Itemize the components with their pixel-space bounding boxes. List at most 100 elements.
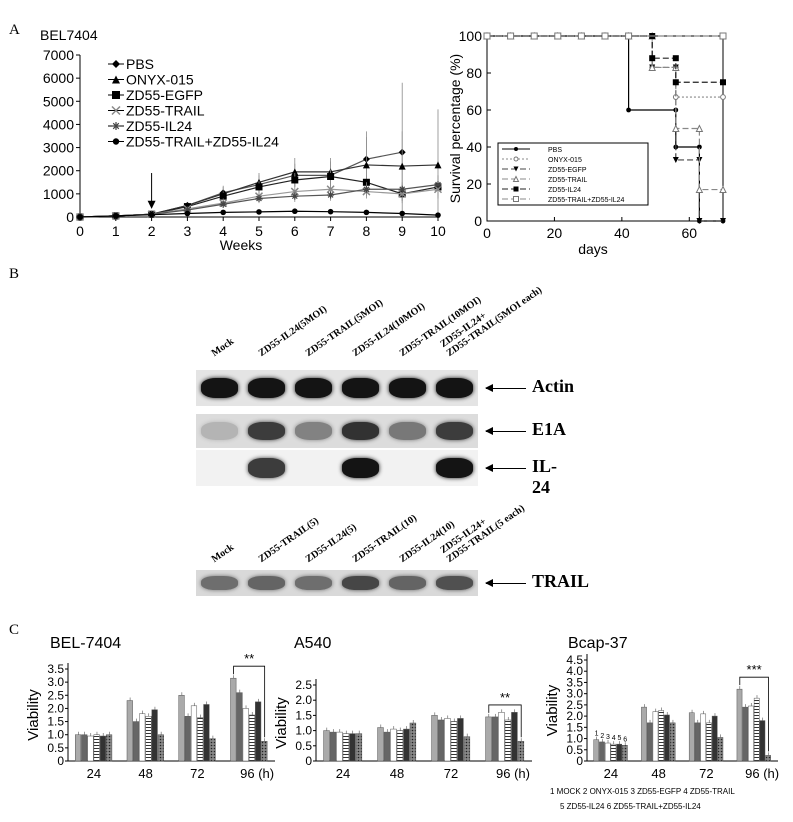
y-tick-label: 0 bbox=[57, 754, 64, 768]
y-tick-label: 0.5 bbox=[566, 743, 583, 757]
blot-band bbox=[295, 575, 332, 591]
blot-band bbox=[342, 575, 379, 591]
x-tick-label: 5 bbox=[255, 223, 263, 239]
x-tick-label: 48 bbox=[651, 766, 665, 781]
chart-title: BEL7404 bbox=[40, 27, 98, 43]
legend-label: ZD55-IL24 bbox=[548, 187, 581, 194]
viability-bar bbox=[593, 739, 600, 762]
viability-bar bbox=[765, 755, 771, 762]
viability-bar bbox=[753, 697, 760, 762]
y-tick-label: 2.0 bbox=[566, 709, 583, 723]
x-tick-label: 1 bbox=[112, 223, 120, 239]
viability-bar bbox=[736, 688, 743, 762]
blot-row-e1a bbox=[196, 414, 478, 448]
viability-bar bbox=[463, 736, 471, 762]
bar-number: 5 bbox=[618, 735, 622, 742]
blot-band bbox=[389, 575, 426, 591]
y-tick-label: 7000 bbox=[43, 47, 74, 63]
blot-band bbox=[248, 378, 285, 398]
legend-label: ZD55-IL24 bbox=[126, 118, 192, 134]
x-tick-label: 60 bbox=[681, 225, 697, 241]
x-tick-label: 72 bbox=[699, 766, 713, 781]
y-tick-label: 20 bbox=[466, 176, 482, 192]
survival-point bbox=[695, 124, 704, 132]
viability-bar bbox=[622, 745, 628, 762]
band-name-label: IL-24 bbox=[532, 456, 558, 497]
survival-point bbox=[719, 32, 727, 40]
viability-bar bbox=[190, 705, 198, 762]
viability-bar bbox=[748, 705, 754, 762]
western-blot-bottom: Mock ZD55-TRAIL(5) ZD55-IL24(5) ZD55-TRAIL(… bbox=[196, 498, 589, 598]
x-tick-label: 24 bbox=[87, 766, 101, 781]
data-point bbox=[435, 212, 441, 218]
x-tick-label: 7 bbox=[327, 223, 335, 239]
survival-point bbox=[720, 218, 726, 224]
legend-marker bbox=[513, 196, 519, 202]
survival-point bbox=[697, 144, 702, 150]
y-tick-label: 0.5 bbox=[47, 741, 64, 755]
legend-label: ZD55-EGFP bbox=[126, 87, 203, 103]
data-point bbox=[184, 210, 191, 217]
legend-marker bbox=[513, 186, 519, 192]
blot-band bbox=[436, 458, 473, 478]
legend-marker bbox=[112, 122, 120, 130]
y-tick-label: 1.0 bbox=[566, 732, 583, 746]
blot-band bbox=[436, 378, 473, 398]
data-point bbox=[219, 200, 227, 208]
viability-bar bbox=[688, 712, 695, 762]
y-tick-label: 2.0 bbox=[295, 693, 312, 707]
x-tick-label: 3 bbox=[184, 223, 192, 239]
y-tick-label: 40 bbox=[466, 139, 482, 155]
viability-bar bbox=[355, 733, 363, 762]
band-arrow bbox=[485, 464, 526, 472]
survival-point bbox=[719, 185, 727, 194]
legend-box bbox=[497, 142, 649, 206]
viability-bar bbox=[700, 713, 707, 762]
viability-bar bbox=[706, 722, 712, 762]
survival-point bbox=[696, 218, 703, 224]
viability-bar bbox=[717, 737, 724, 762]
viability-bar bbox=[409, 722, 417, 762]
legend-marker bbox=[513, 156, 519, 162]
viability-bar bbox=[694, 722, 701, 762]
y-tick-label: 3.0 bbox=[566, 687, 583, 701]
bar-legend-line: 1 MOCK 2 ONYX-015 3 ZD55-EGFP 4 ZD55-TRA… bbox=[550, 787, 735, 796]
y-tick-label: 0 bbox=[66, 209, 74, 225]
data-point bbox=[398, 185, 406, 193]
y-tick-label: 80 bbox=[466, 65, 482, 81]
x-tick-label: 10 bbox=[430, 223, 446, 239]
y-tick-label: 4.5 bbox=[566, 653, 583, 667]
x-tick-label: 96 (h) bbox=[240, 766, 274, 781]
legend-marker bbox=[513, 166, 519, 172]
western-blot-top: Mock ZD55-IL24(5MOI) ZD55-TRAIL(5MOI) ZD55-… bbox=[196, 285, 574, 497]
x-tick-label: 24 bbox=[604, 766, 618, 781]
viability-bar bbox=[641, 706, 647, 762]
y-tick-label: 3.0 bbox=[47, 675, 64, 689]
y-axis-label: Viability bbox=[273, 697, 290, 749]
y-tick-label: 4.0 bbox=[566, 664, 583, 678]
chart-title: A540 bbox=[294, 635, 331, 652]
y-tick-label: 2.5 bbox=[295, 678, 312, 692]
data-point bbox=[327, 191, 335, 199]
blot-band bbox=[342, 458, 379, 478]
blot-band bbox=[201, 575, 238, 591]
survival-point bbox=[649, 55, 656, 62]
survival-point bbox=[625, 32, 633, 40]
chart-title: Bcap-37 bbox=[568, 635, 628, 652]
viability-bar bbox=[139, 713, 146, 762]
data-point bbox=[292, 208, 298, 215]
blot-band bbox=[201, 378, 238, 398]
viability-bar bbox=[390, 728, 397, 762]
survival-point bbox=[672, 55, 679, 62]
y-tick-label: 0 bbox=[576, 754, 583, 768]
viability-bar bbox=[652, 711, 659, 762]
significance-bracket bbox=[739, 676, 769, 752]
blot-band bbox=[389, 421, 426, 441]
panel-c-letter: C bbox=[9, 622, 20, 638]
y-axis-label: Viability bbox=[25, 689, 42, 741]
y-tick-label: 0 bbox=[474, 213, 482, 229]
viability-bar bbox=[242, 708, 249, 762]
y-tick-label: 1.0 bbox=[295, 724, 312, 738]
